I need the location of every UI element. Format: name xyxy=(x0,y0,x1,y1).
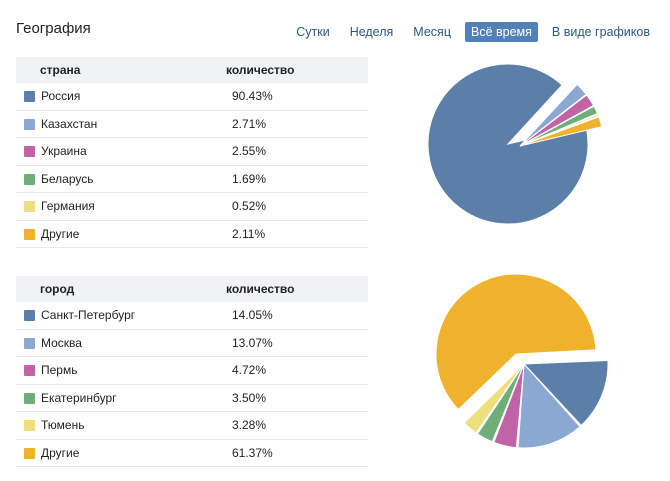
row-name: Германия xyxy=(41,199,95,214)
table-row: Другие 61.37% xyxy=(16,440,368,467)
row-value: 4.72% xyxy=(232,363,267,378)
column-header-city: город xyxy=(40,282,75,296)
row-value: 61.37% xyxy=(232,445,273,460)
row-name: Украина xyxy=(41,144,87,159)
table-header: город количество xyxy=(16,276,368,302)
pie-slice-6 xyxy=(519,116,603,147)
pie-slice-2 xyxy=(519,83,587,147)
table-row: Украина 2.55% xyxy=(16,138,368,166)
pie-slice-3 xyxy=(493,363,525,449)
legend-swatch xyxy=(24,173,35,185)
legend-swatch xyxy=(24,228,35,240)
row-name: Беларусь xyxy=(41,171,94,186)
row-value: 2.71% xyxy=(232,116,267,131)
row-value: 3.50% xyxy=(232,390,267,405)
pie-slice-6 xyxy=(435,273,597,411)
row-name: Казахстан xyxy=(41,116,98,131)
country-pie-chart xyxy=(427,63,603,225)
pie-slice-1 xyxy=(522,359,609,427)
row-value: 2.55% xyxy=(232,144,267,159)
table-row: Другие 2.11% xyxy=(16,221,368,248)
legend-swatch xyxy=(24,146,35,157)
row-value: 14.05% xyxy=(232,308,273,323)
row-name: Санкт-Петербург xyxy=(41,308,136,323)
row-value: 13.07% xyxy=(232,335,273,350)
pie-slice-5 xyxy=(463,363,525,434)
pie-slice-5 xyxy=(519,113,600,147)
legend-swatch xyxy=(24,337,35,349)
column-header-country: страна xyxy=(40,63,81,77)
table-row: Казахстан 2.71% xyxy=(16,111,368,138)
legend-swatch xyxy=(24,447,35,459)
row-name: Другие xyxy=(41,445,80,460)
row-value: 90.43% xyxy=(232,89,273,104)
tab-month[interactable]: Месяц xyxy=(413,25,451,39)
pie-slice-2 xyxy=(517,362,581,449)
table-header: страна количество xyxy=(16,57,368,83)
row-value: 0.52% xyxy=(232,199,267,214)
legend-swatch xyxy=(24,420,35,431)
column-header-count: количество xyxy=(226,63,295,77)
row-name: Тюмень xyxy=(41,418,85,433)
table-row: Пермь 4.72% xyxy=(16,357,368,385)
row-name: Пермь xyxy=(41,363,78,378)
pie-slice-3 xyxy=(519,94,595,147)
table-row: Санкт-Петербург 14.05% xyxy=(16,302,368,330)
row-name: Другие xyxy=(41,226,80,241)
pie-slice-1 xyxy=(427,63,589,225)
legend-swatch xyxy=(24,365,35,376)
tab-day[interactable]: Сутки xyxy=(296,25,330,39)
table-row: Германия 0.52% xyxy=(16,193,368,221)
row-value: 2.11% xyxy=(232,226,266,241)
column-header-count: количество xyxy=(226,282,295,296)
page-title: География xyxy=(16,20,91,37)
table-row: Екатеринбург 3.50% xyxy=(16,385,368,412)
legend-swatch xyxy=(24,118,35,130)
tab-charts-view[interactable]: В виде графиков xyxy=(551,25,650,39)
row-name: Москва xyxy=(41,335,82,350)
pie-slice-4 xyxy=(519,105,599,147)
table-row: Тюмень 3.28% xyxy=(16,412,368,440)
city-pie-chart xyxy=(435,273,609,449)
legend-swatch xyxy=(24,201,35,212)
row-name: Екатеринбург xyxy=(41,390,117,405)
tab-week[interactable]: Неделя xyxy=(349,25,394,39)
country-table: страна количество Россия 90.43% Казахста… xyxy=(16,57,368,248)
period-tabs: Сутки Неделя Месяц Всё время В виде граф… xyxy=(290,22,656,42)
table-row: Россия 90.43% xyxy=(16,83,368,111)
row-value: 3.28% xyxy=(232,418,267,433)
city-table: город количество Санкт-Петербург 14.05% … xyxy=(16,276,368,467)
pie-slice-4 xyxy=(476,363,525,443)
row-name: Россия xyxy=(41,89,81,104)
table-row: Москва 13.07% xyxy=(16,330,368,357)
tab-all-time[interactable]: Всё время xyxy=(464,22,538,42)
legend-swatch xyxy=(24,91,35,102)
legend-swatch xyxy=(24,310,35,321)
row-value: 1.69% xyxy=(232,171,267,186)
legend-swatch xyxy=(24,392,35,404)
table-row: Беларусь 1.69% xyxy=(16,166,368,193)
